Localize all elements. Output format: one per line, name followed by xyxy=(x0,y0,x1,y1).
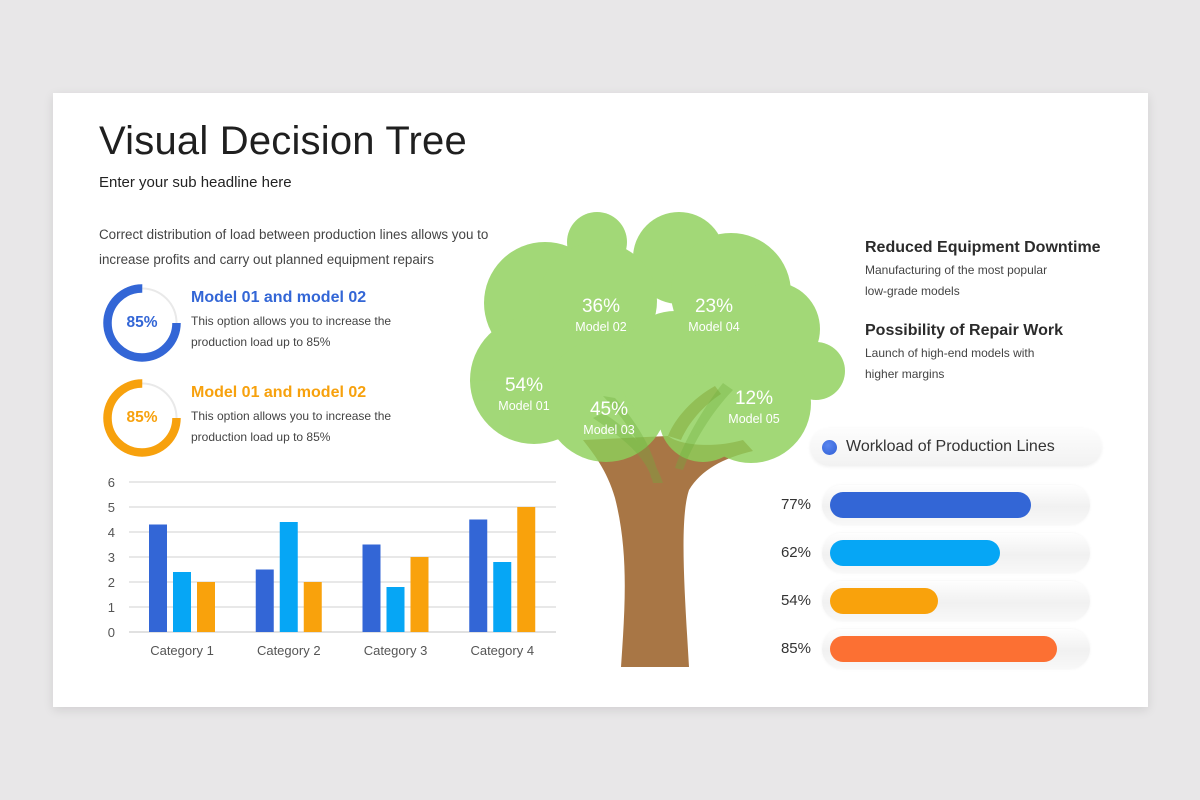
progress-value: 62% xyxy=(780,544,811,561)
tree-illustration xyxy=(470,212,845,667)
svg-text:4: 4 xyxy=(108,525,115,540)
progress-value: 85% xyxy=(780,640,811,657)
progress-row-4: 85% xyxy=(773,629,1113,669)
donut-heading: Model 01 and model 02 xyxy=(191,289,367,306)
info-description: Manufacturing of the most popular low-gr… xyxy=(865,263,1048,298)
info-block-1: Reduced Equipment Downtime Manufacturing… xyxy=(865,239,1125,302)
progress-row-1: 77% xyxy=(773,485,1113,525)
progress-value: 54% xyxy=(780,592,811,609)
donut-ring-icon xyxy=(103,284,181,362)
progress-track xyxy=(822,581,1090,621)
info-heading: Possibility of Repair Work xyxy=(865,322,1063,339)
workload-title: Workload of Production Lines xyxy=(846,438,1055,455)
bar-chart: 0 1 2 3 4 5 6 Category 1 Category 2 Category 3 Cat… xyxy=(93,471,563,671)
donut-item-1: 85% Model 01 and model 02 This option al… xyxy=(103,284,463,364)
bar-chart-plot: 0 1 2 3 4 5 6 Category 1 Category 2 Category 3 Cat… xyxy=(108,475,556,658)
svg-text:1: 1 xyxy=(108,600,115,615)
svg-text:Category 4: Category 4 xyxy=(470,643,534,658)
svg-text:5: 5 xyxy=(108,500,115,515)
progress-track xyxy=(822,533,1090,573)
progress-fill xyxy=(830,636,1057,662)
donut-item-2: 85% Model 01 and model 02 This option al… xyxy=(103,379,463,459)
slide-card: Visual Decision Tree Enter your sub head… xyxy=(53,93,1148,707)
progress-row-2: 62% xyxy=(773,533,1113,573)
info-heading: Reduced Equipment Downtime xyxy=(865,239,1101,256)
page-title: Visual Decision Tree xyxy=(99,119,467,163)
progress-track xyxy=(822,629,1090,669)
leaf-model-05: 12% Model 05 xyxy=(728,388,780,426)
legend-dot-icon xyxy=(822,439,837,455)
decision-tree: 36% Model 02 23% Model 04 54% Model 01 4… xyxy=(453,208,853,668)
progress-fill xyxy=(830,540,1000,566)
svg-text:6: 6 xyxy=(108,475,115,490)
donut-description: This option allows you to increase the p… xyxy=(191,314,392,349)
progress-fill xyxy=(830,492,1031,518)
intro-text: Correct distribution of load between pro… xyxy=(99,227,489,267)
progress-value: 77% xyxy=(780,496,811,513)
info-description: Launch of high-end models with higher ma… xyxy=(865,346,1035,381)
svg-text:Category 2: Category 2 xyxy=(257,643,321,658)
leaf-model-02: 36% Model 02 xyxy=(575,296,627,334)
leaf-model-01: 54% Model 01 xyxy=(498,375,550,413)
info-block-2: Possibility of Repair Work Launch of hig… xyxy=(865,322,1125,385)
progress-fill xyxy=(830,588,938,614)
svg-text:0: 0 xyxy=(108,625,115,640)
donut-value: 85% xyxy=(126,409,158,426)
svg-text:3: 3 xyxy=(108,550,115,565)
svg-text:2: 2 xyxy=(108,575,115,590)
sub-headline: Enter your sub headline here xyxy=(99,174,292,191)
workload-legend: Workload of Production Lines xyxy=(810,428,1102,466)
leaf-model-03: 45% Model 03 xyxy=(583,399,635,437)
progress-row-3: 54% xyxy=(773,581,1113,621)
donut-heading: Model 01 and model 02 xyxy=(191,384,367,401)
leaf-model-04: 23% Model 04 xyxy=(688,296,740,334)
progress-track xyxy=(822,485,1090,525)
donut-description: This option allows you to increase the p… xyxy=(191,409,392,444)
donut-value: 85% xyxy=(126,314,158,331)
donut-ring-icon xyxy=(103,379,181,457)
svg-text:Category 3: Category 3 xyxy=(364,643,428,658)
svg-text:Category 1: Category 1 xyxy=(150,643,214,658)
